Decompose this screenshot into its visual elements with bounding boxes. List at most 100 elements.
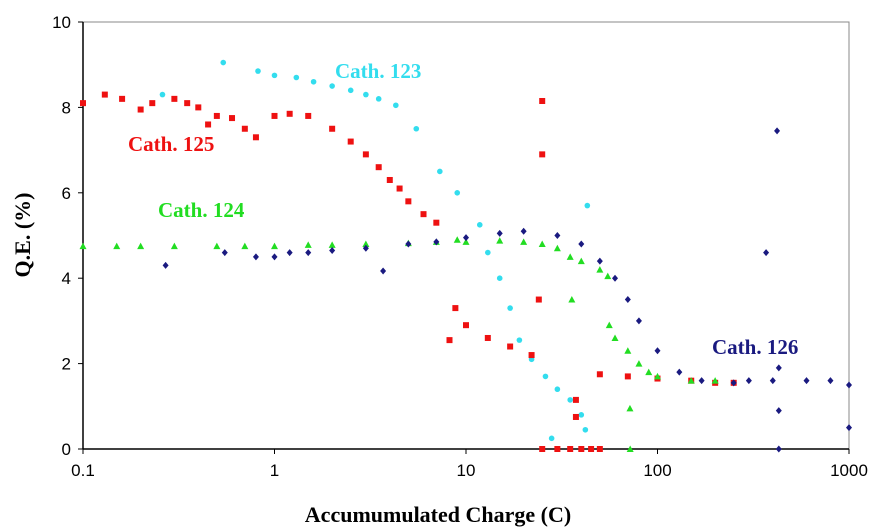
point — [538, 240, 546, 248]
y-tick-label: 4 — [62, 269, 71, 288]
point — [149, 100, 156, 107]
point — [584, 202, 591, 209]
point — [221, 249, 228, 257]
point — [396, 185, 403, 192]
point — [846, 381, 852, 389]
point — [375, 96, 382, 102]
point — [252, 253, 259, 261]
point — [446, 337, 453, 344]
point — [775, 364, 782, 372]
point — [162, 261, 169, 269]
x-axis-label: Accumumulated Charge (C) — [305, 502, 571, 527]
point — [535, 296, 542, 303]
point — [420, 211, 427, 218]
point — [566, 253, 574, 260]
point — [328, 241, 336, 248]
point — [567, 397, 573, 403]
point — [763, 249, 770, 257]
point — [611, 334, 619, 341]
series-label: Cath. 124 — [158, 198, 245, 222]
point — [554, 446, 561, 452]
point — [433, 238, 440, 246]
point — [775, 445, 782, 453]
point — [554, 232, 561, 239]
point — [654, 372, 661, 380]
point — [698, 377, 705, 385]
point — [286, 249, 293, 257]
point — [184, 100, 191, 107]
point — [137, 242, 145, 250]
point — [304, 241, 312, 248]
point — [393, 102, 399, 109]
point — [271, 242, 278, 250]
point — [626, 445, 634, 452]
point — [462, 238, 470, 245]
y-tick-label: 6 — [62, 184, 71, 203]
point — [213, 242, 221, 250]
point — [362, 240, 370, 248]
point — [484, 334, 491, 341]
point — [542, 373, 549, 380]
point — [229, 115, 236, 122]
point — [271, 253, 278, 261]
series-label: Cath. 126 — [712, 335, 798, 359]
series-label: Cath. 125 — [128, 132, 214, 156]
point — [476, 222, 483, 228]
point — [375, 164, 382, 171]
point — [241, 242, 249, 250]
point — [205, 121, 212, 128]
point — [329, 83, 335, 89]
point — [635, 317, 642, 325]
point — [79, 242, 87, 250]
point — [386, 176, 393, 183]
point — [612, 274, 619, 282]
point — [769, 377, 776, 385]
point — [171, 95, 178, 102]
point — [604, 272, 612, 280]
point — [137, 106, 144, 113]
x-tick-label: 1 — [270, 461, 279, 480]
point — [539, 446, 546, 452]
point — [803, 377, 810, 385]
point — [827, 377, 834, 385]
point — [362, 151, 369, 158]
point — [635, 360, 643, 367]
point — [582, 426, 589, 433]
point — [516, 337, 523, 343]
point — [596, 446, 603, 452]
point — [596, 371, 603, 378]
point — [528, 352, 535, 359]
point — [496, 237, 504, 244]
x-tick-label: 1000 — [830, 461, 868, 480]
point — [507, 343, 514, 350]
y-tick-label: 2 — [62, 355, 71, 374]
point — [730, 379, 737, 387]
point — [405, 240, 412, 248]
point — [520, 227, 527, 235]
point — [305, 249, 312, 257]
point — [624, 373, 631, 380]
point — [405, 198, 412, 205]
series-label: Cath. 123 — [335, 59, 421, 83]
y-tick-label: 10 — [52, 13, 71, 32]
point — [286, 110, 293, 117]
point — [453, 236, 461, 243]
point — [463, 322, 469, 329]
point — [572, 413, 579, 420]
point — [596, 257, 603, 265]
point — [553, 244, 561, 252]
point — [271, 112, 278, 119]
point — [539, 97, 546, 104]
point — [577, 257, 585, 265]
point — [711, 377, 719, 384]
point — [362, 244, 369, 252]
point — [433, 219, 440, 226]
point — [596, 266, 604, 273]
point — [774, 127, 781, 135]
point — [347, 138, 354, 145]
point — [213, 112, 220, 119]
point — [676, 368, 683, 376]
point — [496, 275, 503, 282]
point — [687, 377, 695, 384]
